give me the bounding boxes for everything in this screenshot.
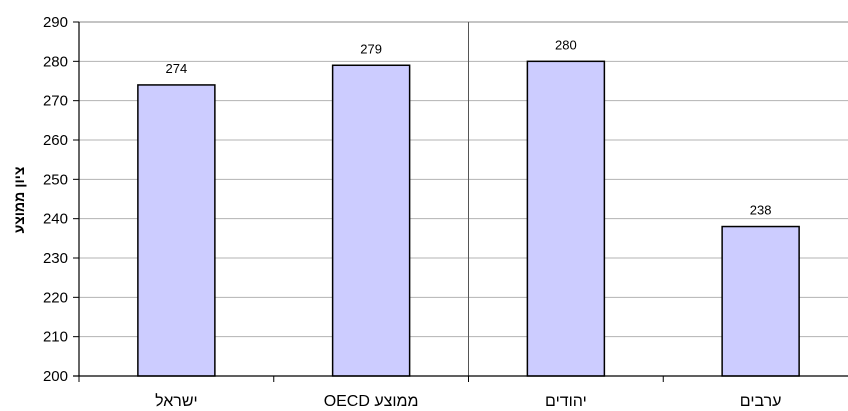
y-tick-label-250: 250 [43,171,68,188]
x-category-label-4: ערבים [740,393,782,410]
y-tick-label-260: 260 [43,132,68,149]
data-label-4: 238 [750,203,772,218]
y-tick-label-240: 240 [43,211,68,228]
y-tick-label-220: 220 [43,289,68,306]
y-axis-title: ציון ממוצע [11,167,27,234]
y-tick-label-230: 230 [43,250,68,267]
x-category-label-2: ממוצע OECD [324,393,419,410]
x-category-labels: ישראל ממוצע OECD יהודים ערבים [155,392,781,410]
x-category-label-3: יהודים [545,393,587,410]
bars [137,60,800,377]
y-tick-label-290: 290 [43,14,68,31]
y-tick-label-280: 280 [43,53,68,70]
bar-1 [137,84,216,377]
data-label-2: 279 [360,41,382,56]
axes [73,21,848,382]
y-tick-label-270: 270 [43,93,68,110]
bar-3 [526,60,606,377]
bar-4 [721,225,800,377]
data-label-1: 274 [166,61,188,76]
x-category-label-1: ישראל [155,392,198,410]
data-label-3: 280 [555,37,577,52]
bar-2 [331,64,411,377]
y-tick-labels: 200 210 220 230 240 250 260 270 280 290 [43,14,68,385]
y-tick-label-200: 200 [43,368,68,385]
y-tick-label-210: 210 [43,329,68,346]
data-labels: 274 279 280 238 [166,37,772,217]
